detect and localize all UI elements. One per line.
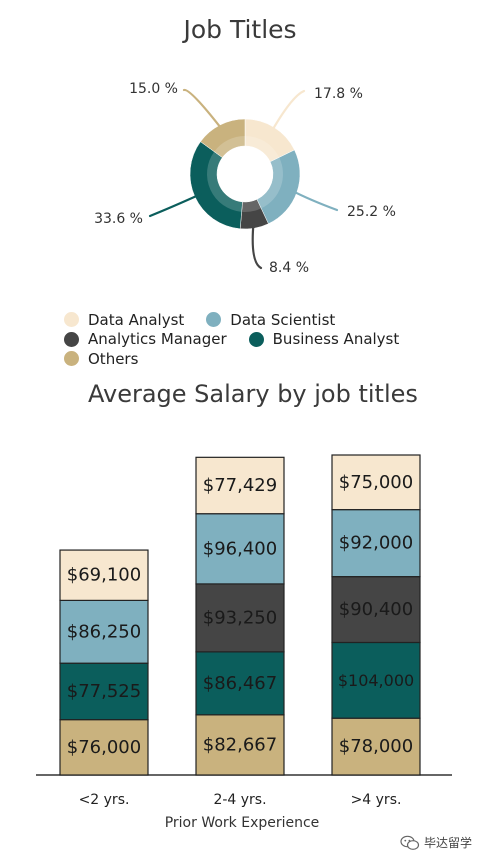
legend: Data Analyst Data Scientist Analytics Ma… <box>64 310 421 369</box>
bar-segment-others <box>331 717 421 776</box>
bar-segment-data-analyst <box>331 454 421 511</box>
pie-slice-shade <box>245 136 280 162</box>
legend-row: Data Analyst Data Scientist <box>64 310 421 330</box>
legend-label: Others <box>88 349 139 368</box>
bar-segment-data-scientist <box>59 599 149 664</box>
bar-data-label: $75,000 <box>339 472 413 493</box>
legend-row: Analytics Manager Business Analyst <box>64 330 421 350</box>
legend-item-business-analyst: Business Analyst <box>248 330 400 349</box>
bar-segment-data-analyst <box>195 456 285 515</box>
x-tick-label: >4 yrs. <box>351 792 402 808</box>
pie-data-label: 8.4 % <box>269 260 309 276</box>
bar-data-label: $69,100 <box>67 565 141 586</box>
bar-segment-data-scientist <box>331 509 421 578</box>
bar-segment-others <box>59 719 149 776</box>
pie-slice-business-analyst <box>189 141 243 230</box>
bar-data-label: $96,400 <box>203 538 277 559</box>
bar-segment-business-analyst <box>331 641 421 719</box>
bar-data-label: $77,429 <box>203 475 277 496</box>
legend-item-data-scientist: Data Scientist <box>206 311 335 329</box>
bar-segment-data-scientist <box>195 513 285 585</box>
legend-row: Others <box>64 349 421 369</box>
watermark-text: 毕达留学 <box>424 836 473 850</box>
legend-label: Data Analyst <box>88 310 185 329</box>
bar-segment-analytics-manager <box>331 576 421 644</box>
bar-chart-title: Average Salary by job titles <box>88 380 418 408</box>
pie-data-label: 33.6 % <box>94 211 143 227</box>
bar-data-label: $86,250 <box>67 621 141 642</box>
bar-data-label: $86,467 <box>203 673 277 694</box>
bar-data-label: $77,525 <box>67 681 141 702</box>
pie-callout-line <box>182 88 224 132</box>
legend-item-analytics-manager: Analytics Manager <box>64 330 227 348</box>
bar-segment-business-analyst <box>59 662 149 721</box>
bar-data-label: $76,000 <box>67 737 141 758</box>
x-axis-title: Prior Work Experience <box>165 815 320 831</box>
bar-segment-data-analyst <box>59 549 149 601</box>
watermark: 毕达留学 <box>400 834 472 851</box>
pie-slice-others <box>200 118 246 158</box>
pie-chart-title: Job Titles <box>183 15 297 44</box>
pie-data-label: 17.8 % <box>314 86 363 102</box>
bar-data-label: $92,000 <box>339 533 413 554</box>
pie-callout-line <box>290 189 339 212</box>
legend-swatch <box>64 351 79 367</box>
bar-data-label: $82,667 <box>203 734 277 755</box>
legend-label: Analytics Manager <box>88 330 227 349</box>
pie-data-label: 25.2 % <box>347 204 396 220</box>
x-tick-label: <2 yrs. <box>79 792 130 808</box>
pie-slice-shade <box>256 157 283 209</box>
bar-data-label: $90,400 <box>339 599 413 620</box>
bar-segment-others <box>195 714 285 776</box>
pie-callout-line <box>251 221 263 270</box>
bar-data-label: $78,000 <box>339 736 413 757</box>
pie-slice-shade <box>207 151 243 212</box>
bar-data-label: $104,000 <box>338 671 414 690</box>
bar-data-label: $93,250 <box>203 607 277 628</box>
legend-label: Data Scientist <box>230 310 336 329</box>
legend-swatch <box>64 331 79 347</box>
pie-callout-line <box>269 89 306 134</box>
pie-slice-shade <box>241 199 262 212</box>
legend-item-data-analyst: Data Analyst <box>64 311 184 329</box>
legend-swatch <box>206 312 222 328</box>
pie-data-label: 15.0 % <box>129 81 178 97</box>
wechat-icon <box>400 835 420 850</box>
pie-slice-shade <box>214 136 245 158</box>
legend-label: Business Analyst <box>272 330 400 349</box>
bar-segment-analytics-manager <box>195 583 285 653</box>
legend-item-others: Others <box>64 350 138 368</box>
pie-callout-line <box>148 193 202 218</box>
legend-swatch <box>248 331 264 347</box>
x-tick-label: 2-4 yrs. <box>213 792 266 808</box>
legend-swatch <box>64 312 79 328</box>
